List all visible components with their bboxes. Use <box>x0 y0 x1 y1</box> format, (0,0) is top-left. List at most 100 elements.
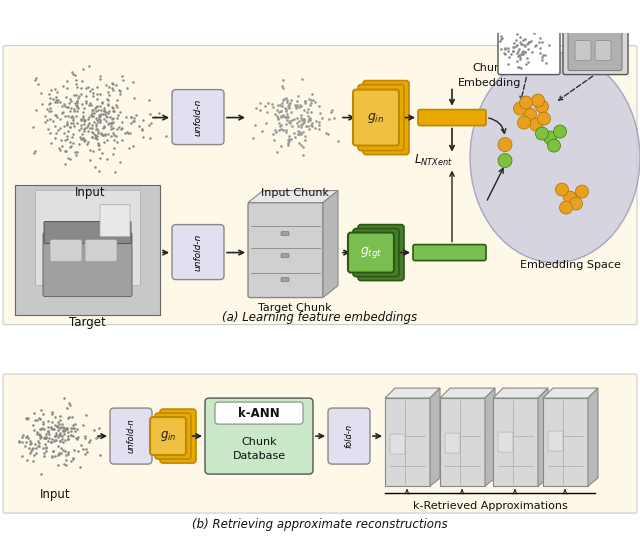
Point <box>31 105 42 114</box>
Point <box>35 415 45 423</box>
Point <box>35 470 45 478</box>
Point <box>291 103 301 111</box>
Point <box>64 98 74 107</box>
Point <box>106 131 116 140</box>
Point <box>269 136 279 145</box>
Circle shape <box>520 96 532 109</box>
Point <box>38 419 49 428</box>
Point <box>48 447 58 455</box>
Point <box>34 430 44 438</box>
Point <box>56 444 67 452</box>
Point <box>281 127 291 136</box>
Point <box>46 106 56 115</box>
Point <box>14 438 24 446</box>
Point <box>100 110 111 118</box>
Point <box>134 122 145 131</box>
Point <box>60 101 70 110</box>
Point <box>104 118 114 127</box>
Point <box>60 147 70 155</box>
Point <box>314 118 324 126</box>
Point <box>72 104 83 112</box>
Point <box>85 124 95 132</box>
FancyBboxPatch shape <box>85 240 117 262</box>
Point <box>515 32 525 41</box>
FancyBboxPatch shape <box>390 434 405 454</box>
Point <box>88 106 98 114</box>
Point <box>518 35 529 44</box>
Point <box>524 21 534 30</box>
Point <box>76 83 86 92</box>
Point <box>35 432 45 440</box>
Text: $g_{in}$: $g_{in}$ <box>160 429 176 443</box>
Point <box>92 115 102 124</box>
Point <box>29 148 40 157</box>
Point <box>280 120 291 128</box>
Point <box>314 120 324 129</box>
Point <box>30 76 40 84</box>
Point <box>72 425 82 433</box>
Point <box>300 135 310 144</box>
Point <box>297 120 307 128</box>
Point <box>284 118 294 126</box>
Point <box>277 99 287 108</box>
Text: unfold-n: unfold-n <box>193 99 202 136</box>
Point <box>45 94 55 103</box>
Point <box>63 435 73 444</box>
Point <box>281 104 291 113</box>
Point <box>108 114 118 122</box>
Point <box>20 414 31 423</box>
Point <box>63 103 73 112</box>
Point <box>524 39 534 47</box>
Point <box>45 139 56 147</box>
Point <box>84 118 94 127</box>
Point <box>499 49 509 57</box>
Point <box>98 124 108 132</box>
Point <box>78 114 88 122</box>
Point <box>55 429 65 437</box>
Point <box>70 101 81 110</box>
Point <box>95 118 105 127</box>
Point <box>262 99 273 107</box>
Point <box>298 128 308 136</box>
Point <box>81 91 92 100</box>
Point <box>63 414 74 423</box>
Point <box>301 108 312 117</box>
Point <box>78 421 88 430</box>
Point <box>111 96 122 105</box>
Polygon shape <box>15 185 160 315</box>
Point <box>111 101 121 110</box>
Point <box>61 456 71 465</box>
Point <box>296 122 307 131</box>
Point <box>94 111 104 119</box>
Point <box>64 413 74 422</box>
Point <box>63 449 73 458</box>
Point <box>495 37 506 45</box>
Point <box>276 112 286 120</box>
Point <box>77 445 88 453</box>
Point <box>74 140 84 148</box>
Polygon shape <box>440 398 485 486</box>
Point <box>73 94 83 103</box>
Circle shape <box>518 116 531 129</box>
FancyBboxPatch shape <box>358 85 404 150</box>
Point <box>275 121 285 130</box>
Point <box>502 47 513 56</box>
Point <box>76 135 86 143</box>
Point <box>66 427 76 436</box>
Point <box>28 122 38 131</box>
FancyBboxPatch shape <box>498 432 513 452</box>
Point <box>57 141 67 150</box>
Point <box>32 416 42 424</box>
Point <box>280 107 291 116</box>
Point <box>84 101 94 110</box>
Point <box>303 105 313 113</box>
Point <box>66 423 76 432</box>
Point <box>81 84 92 92</box>
Point <box>66 141 76 150</box>
Point <box>520 48 531 56</box>
Point <box>36 424 47 432</box>
Point <box>268 129 278 138</box>
Point <box>58 446 68 454</box>
Point <box>534 37 545 46</box>
Point <box>69 91 79 99</box>
